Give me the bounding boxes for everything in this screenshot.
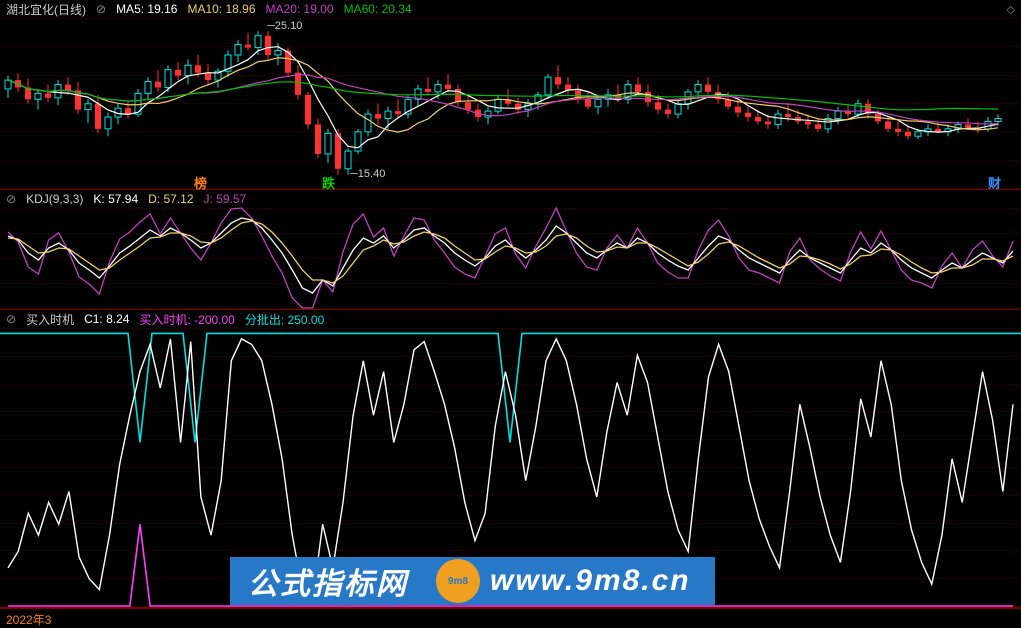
check-icon: ⊘ bbox=[6, 192, 16, 206]
d-value: 57.12 bbox=[163, 192, 193, 206]
c1-value: 8.24 bbox=[106, 312, 129, 326]
buy-header: ⊘ 买入时机 C1: 8.24 买入时机: -200.00 分批出: 250.0… bbox=[0, 310, 1021, 328]
ma20-label: MA20: bbox=[266, 2, 301, 16]
buy-ind-value: -200.00 bbox=[194, 313, 235, 327]
watermark-left: 公式指标网 bbox=[230, 559, 426, 603]
check-icon: ⊘ bbox=[6, 312, 16, 326]
candle-chart[interactable]: ─25.10─15.40榜跌财 bbox=[0, 0, 1021, 189]
kdj-panel[interactable]: ⊘ KDJ(9,3,3) K: 57.94 D: 57.12 J: 59.57 bbox=[0, 190, 1021, 310]
ma10-value: 18.96 bbox=[225, 2, 255, 16]
j-label: J: bbox=[204, 192, 213, 206]
k-value: 57.94 bbox=[108, 192, 138, 206]
ma60-label: MA60: bbox=[344, 2, 379, 16]
watermark: 公式指标网 9m8 www.9m8.cn bbox=[230, 557, 715, 605]
date-label: 2022年3 bbox=[6, 613, 51, 627]
expand-icon[interactable]: ◇ bbox=[1007, 3, 1015, 16]
kdj-header: ⊘ KDJ(9,3,3) K: 57.94 D: 57.12 J: 59.57 bbox=[0, 190, 1021, 208]
candle-header: 湖北宜化(日线) ⊘ MA5: 19.16 MA10: 18.96 MA20: … bbox=[0, 0, 1021, 18]
watermark-logo-icon: 9m8 bbox=[436, 559, 480, 603]
ma5-value: 19.16 bbox=[147, 2, 177, 16]
date-axis: 2022年3 bbox=[0, 608, 1021, 626]
j-value: 59.57 bbox=[216, 192, 246, 206]
ma20-value: 19.00 bbox=[304, 2, 334, 16]
c1-label: C1: bbox=[84, 312, 103, 326]
split-value: 250.00 bbox=[288, 313, 325, 327]
buy-ind-label: 买入时机: bbox=[139, 313, 190, 327]
ma5-label: MA5: bbox=[116, 2, 144, 16]
ma10-label: MA10: bbox=[187, 2, 222, 16]
stock-title: 湖北宜化(日线) bbox=[6, 1, 86, 18]
d-label: D: bbox=[148, 192, 160, 206]
buy-title: 买入时机 bbox=[26, 311, 74, 328]
ma60-value: 20.34 bbox=[382, 2, 412, 16]
watermark-right: www.9m8.cn bbox=[490, 564, 691, 598]
split-label: 分批出: bbox=[245, 313, 284, 327]
kdj-title: KDJ(9,3,3) bbox=[26, 192, 83, 206]
k-label: K: bbox=[93, 192, 104, 206]
candle-panel[interactable]: 湖北宜化(日线) ⊘ MA5: 19.16 MA10: 18.96 MA20: … bbox=[0, 0, 1021, 190]
check-icon: ⊘ bbox=[96, 2, 106, 16]
